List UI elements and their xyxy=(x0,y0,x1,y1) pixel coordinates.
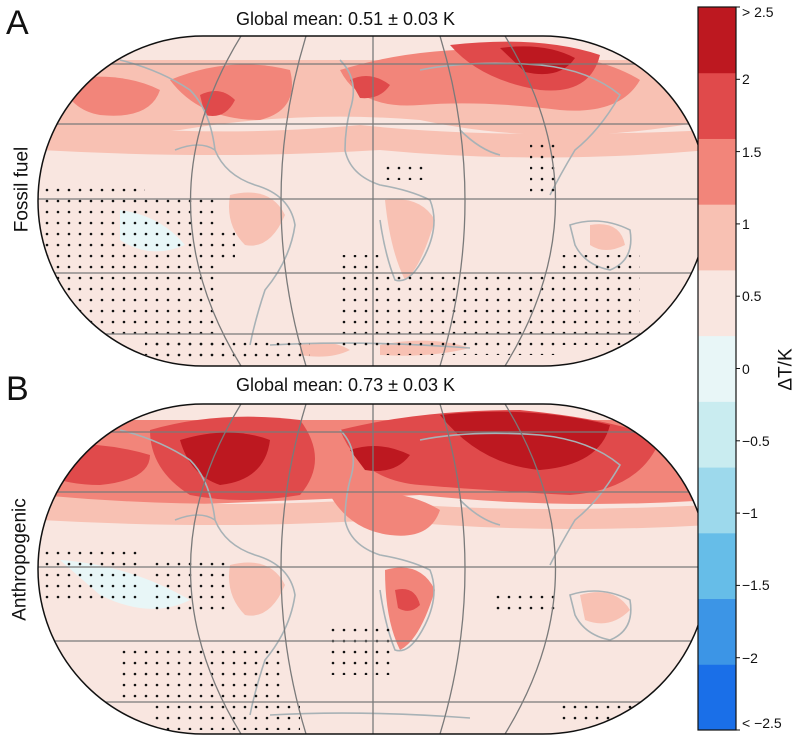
panel-b-title: Global mean: 0.73 ± 0.03 K xyxy=(236,375,456,395)
warming-patch xyxy=(229,562,285,616)
colorbar-tick-label: −2 xyxy=(742,649,758,666)
graticule xyxy=(38,404,708,734)
colorbar-swatch xyxy=(698,664,736,731)
warming-patch xyxy=(330,492,440,536)
warming-patch xyxy=(350,76,390,99)
colorbar-tick-label: 2 xyxy=(742,71,750,88)
colorbar-tick-label: 1.5 xyxy=(742,143,762,160)
warming-patch xyxy=(180,432,270,485)
map-panel-a xyxy=(37,35,709,367)
colorbar-tick-label: < −2.5 xyxy=(742,715,782,731)
warming-patch xyxy=(395,589,420,611)
stippling xyxy=(40,550,640,730)
colorbar-label: ΔT/K xyxy=(775,348,796,391)
warming-patch xyxy=(200,91,235,116)
colorbar-tick-label: > 2.5 xyxy=(742,4,774,20)
colorbar-tick-label: −1.5 xyxy=(742,577,770,594)
colorbar-swatch xyxy=(698,598,736,665)
panel-a-title: Global mean: 0.51 ± 0.03 K xyxy=(236,9,456,29)
colorbar xyxy=(698,6,740,731)
graticule xyxy=(38,36,708,366)
panel-b-letter: B xyxy=(6,370,29,408)
colorbar-swatch xyxy=(698,138,736,205)
warming-patch xyxy=(229,192,285,246)
warming-patch xyxy=(385,199,435,280)
colorbar-swatch xyxy=(698,269,736,337)
colorbar-border xyxy=(697,6,737,731)
colorbar-tick-label: 0 xyxy=(742,360,750,377)
colorbar-swatch xyxy=(698,335,736,402)
warming-patch xyxy=(170,64,292,120)
colorbar-swatch xyxy=(698,204,736,271)
warming-patch xyxy=(580,592,630,624)
warming-patch xyxy=(590,224,625,250)
colorbar-tick-label: 0.5 xyxy=(742,288,762,305)
warming-patch xyxy=(350,446,410,471)
panel-a-letter: A xyxy=(6,4,29,42)
colorbar-swatch xyxy=(698,532,736,600)
stippling xyxy=(40,140,640,360)
colorbar-swatch xyxy=(698,467,736,534)
colorbar-tick-label: −0.5 xyxy=(742,432,770,449)
colorbar-tick-label: −1 xyxy=(742,505,758,522)
colorbar-swatch xyxy=(698,72,736,139)
warming-patch xyxy=(300,342,350,357)
map-panel-b xyxy=(37,403,709,735)
colorbar-swatch xyxy=(698,401,736,468)
colorbar-tick-label: 1 xyxy=(742,215,750,232)
colorbar-swatch xyxy=(698,7,736,74)
